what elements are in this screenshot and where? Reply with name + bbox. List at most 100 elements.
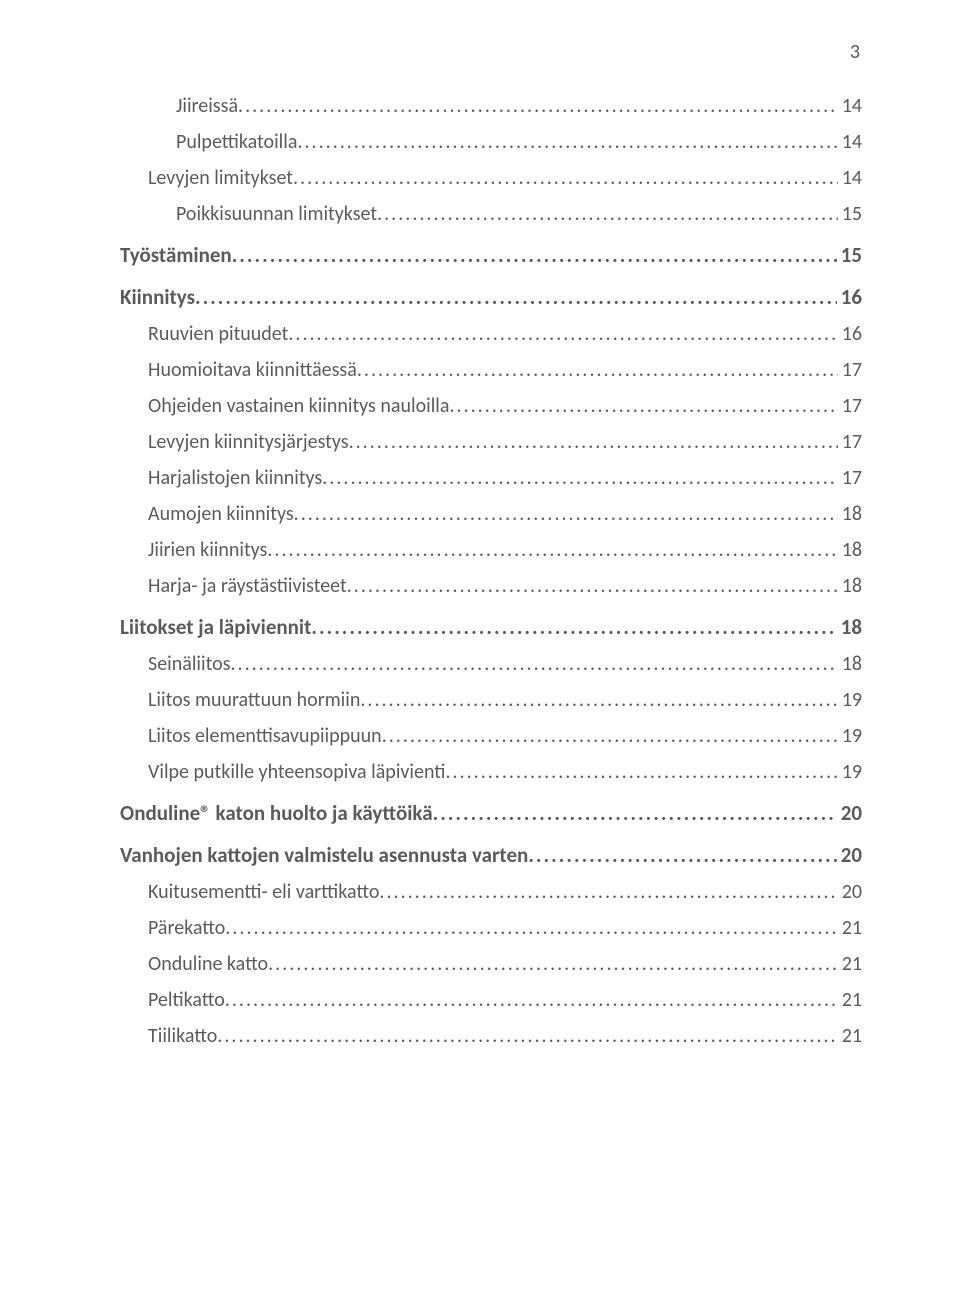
toc-leader-dots	[360, 688, 837, 712]
toc-entry-title: Pulpettikatoilla	[176, 130, 297, 154]
toc-leader-dots	[379, 880, 837, 904]
document-page: 3 Jiireissä14Pulpettikatoilla14Levyjen l…	[0, 0, 960, 1314]
toc-leader-dots	[297, 130, 837, 154]
toc-leader-dots	[322, 466, 837, 490]
toc-entry-page: 19	[838, 688, 862, 712]
toc-entry-page: 21	[838, 1024, 862, 1048]
toc-entry: Vanhojen kattojen valmistelu asennusta v…	[120, 842, 862, 868]
toc-entry: Harja- ja räystästiivisteet 18	[120, 574, 862, 598]
toc-leader-dots	[382, 724, 838, 748]
toc-entry: Kiinnitys 16	[120, 284, 862, 310]
page-number: 3	[850, 40, 860, 64]
toc-entry-title: Harjalistojen kiinnitys	[148, 466, 322, 490]
toc-entry-page: 15	[837, 242, 862, 268]
toc-leader-dots	[347, 574, 838, 598]
toc-entry-page: 21	[838, 916, 862, 940]
toc-entry-page: 16	[838, 322, 862, 346]
toc-entry-title: Työstäminen	[120, 242, 232, 268]
toc-entry-page: 18	[838, 574, 862, 598]
toc-entry-title: Ruuvien pituudet	[148, 322, 288, 346]
toc-entry: Aumojen kiinnitys 18	[120, 502, 862, 526]
toc-entry-title: Pärekatto	[148, 916, 225, 940]
toc-entry: Liitos elementtisavupiippuun 19	[120, 724, 862, 748]
toc-entry-page: 18	[838, 538, 862, 562]
toc-leader-dots	[293, 166, 838, 190]
toc-entry: Vilpe putkille yhteensopiva läpivienti19	[120, 760, 862, 784]
toc-entry-title: Jiirien kiinnitys	[148, 538, 267, 562]
toc-entry: Kuitusementti- eli varttikatto 20	[120, 880, 862, 904]
toc-entry-page: 20	[837, 800, 862, 826]
toc-entry: Onduline katto 21	[120, 952, 862, 976]
toc-leader-dots	[349, 430, 838, 454]
toc-entry-page: 21	[838, 988, 862, 1012]
toc-entry-title: Jiireissä	[176, 94, 238, 118]
toc-leader-dots	[217, 1024, 837, 1048]
toc-entry-page: 18	[838, 652, 862, 676]
toc-leader-dots	[267, 538, 837, 562]
toc-entry-title: Harja- ja räystästiivisteet	[148, 574, 347, 598]
toc-entry-title: Kuitusementti- eli varttikatto	[148, 880, 379, 904]
toc-entry-page: 17	[838, 466, 862, 490]
toc-entry-title: Ohjeiden vastainen kiinnitys nauloilla	[148, 394, 449, 418]
toc-entry-title: Seinäliitos	[148, 652, 230, 676]
toc-entry-page: 17	[838, 358, 862, 382]
toc-entry-page: 16	[837, 284, 862, 310]
toc-entry-title: Liitokset ja läpiviennit	[120, 614, 311, 640]
toc-entry-title: Aumojen kiinnitys	[148, 502, 294, 526]
toc-entry-title: Kiinnitys	[120, 284, 195, 310]
toc-leader-dots	[528, 842, 836, 868]
toc-leader-dots	[268, 952, 838, 976]
toc-entry-title: Vanhojen kattojen valmistelu asennusta v…	[120, 842, 528, 868]
toc-entry: Ohjeiden vastainen kiinnitys nauloilla 17	[120, 394, 862, 418]
toc-leader-dots	[225, 988, 838, 1012]
toc-leader-dots	[433, 800, 837, 826]
toc-entry-page: 18	[838, 502, 862, 526]
toc-leader-dots	[288, 322, 837, 346]
toc-entry-title: Huomioitava kiinnittäessä	[148, 358, 357, 382]
toc-entry: Liitos muurattuun hormiin 19	[120, 688, 862, 712]
toc-leader-dots	[225, 916, 837, 940]
toc-entry: Pärekatto 21	[120, 916, 862, 940]
toc-entry-page: 14	[838, 94, 862, 118]
toc-entry: Seinäliitos 18	[120, 652, 862, 676]
toc-leader-dots	[445, 760, 837, 784]
toc-entry: Poikkisuunnan limitykset15	[120, 202, 862, 226]
toc-entry-page: 20	[838, 880, 862, 904]
toc-entry-title: Onduline® katon huolto ja käyttöikä	[120, 800, 433, 826]
toc-entry-page: 19	[838, 724, 862, 748]
toc-entry-title: Vilpe putkille yhteensopiva läpivienti	[148, 760, 445, 784]
toc-entry: Levyjen kiinnitysjärjestys 17	[120, 430, 862, 454]
toc-leader-dots	[238, 94, 838, 118]
toc-entry-page: 18	[837, 614, 862, 640]
toc-entry-page: 21	[838, 952, 862, 976]
toc-entry-page: 17	[838, 394, 862, 418]
toc-entry: Huomioitava kiinnittäessä 17	[120, 358, 862, 382]
toc-entry-title: Liitos muurattuun hormiin	[148, 688, 360, 712]
toc-entry-page: 15	[838, 202, 862, 226]
toc-entry-page: 20	[837, 842, 862, 868]
table-of-contents: Jiireissä14Pulpettikatoilla14Levyjen lim…	[120, 94, 862, 1048]
toc-entry-page: 17	[838, 430, 862, 454]
toc-entry-title: Levyjen limitykset	[148, 166, 293, 190]
toc-entry: Jiireissä 14	[120, 94, 862, 118]
toc-leader-dots	[357, 358, 838, 382]
toc-leader-dots	[230, 652, 837, 676]
toc-entry: Jiirien kiinnitys 18	[120, 538, 862, 562]
toc-entry-page: 14	[838, 166, 862, 190]
toc-entry: Tiilikatto21	[120, 1024, 862, 1048]
toc-leader-dots	[311, 614, 836, 640]
toc-entry-title: Levyjen kiinnitysjärjestys	[148, 430, 349, 454]
toc-entry: Pulpettikatoilla 14	[120, 130, 862, 154]
toc-leader-dots	[195, 284, 837, 310]
toc-leader-dots	[294, 502, 838, 526]
toc-entry: Peltikatto21	[120, 988, 862, 1012]
toc-leader-dots	[232, 242, 837, 268]
toc-entry-page: 14	[838, 130, 862, 154]
toc-entry: Ruuvien pituudet 16	[120, 322, 862, 346]
toc-entry: Levyjen limitykset 14	[120, 166, 862, 190]
toc-leader-dots	[449, 394, 837, 418]
toc-entry: Liitokset ja läpiviennit 18	[120, 614, 862, 640]
toc-entry-title: Liitos elementtisavupiippuun	[148, 724, 382, 748]
toc-entry-title: Onduline katto	[148, 952, 268, 976]
toc-entry: Harjalistojen kiinnitys 17	[120, 466, 862, 490]
